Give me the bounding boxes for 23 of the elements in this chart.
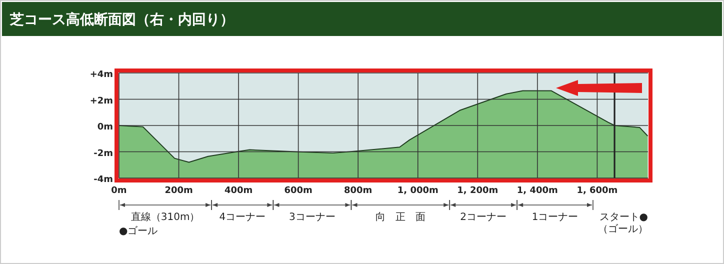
text: 3コーナー [289,212,336,223]
x-tick-label: 1, 400m [516,186,558,196]
x-tick-label: 800m [344,186,372,196]
text: 直線（310m） [130,211,200,223]
x-tick-label: 600m [284,186,312,196]
x-tick-label: 0m [111,186,127,196]
text: 4コーナー [219,212,266,223]
text: 向 正 面 [375,211,426,223]
text: 2コーナー [460,212,507,223]
x-tick-label: 200m [164,186,193,196]
x-tick-label: 1, 600m [576,186,618,196]
y-tick-label: -2m [94,148,113,159]
x-tick-label: 400m [224,186,253,196]
y-tick-label: +2m [90,96,113,106]
y-tick-label: +4m [90,70,113,80]
y-tick-label: -4m [94,175,113,185]
x-tick-label: 1, 200m [457,186,498,196]
y-tick-label: 0m [97,122,113,132]
text: ●ゴール [119,225,158,237]
text: スタート● （ゴール） [598,212,648,235]
x-tick-label: 1, 000m [397,186,438,196]
chart-title: 芝コース高低断面図（右・内回り） [9,11,234,28]
text: 1コーナー [532,212,578,223]
